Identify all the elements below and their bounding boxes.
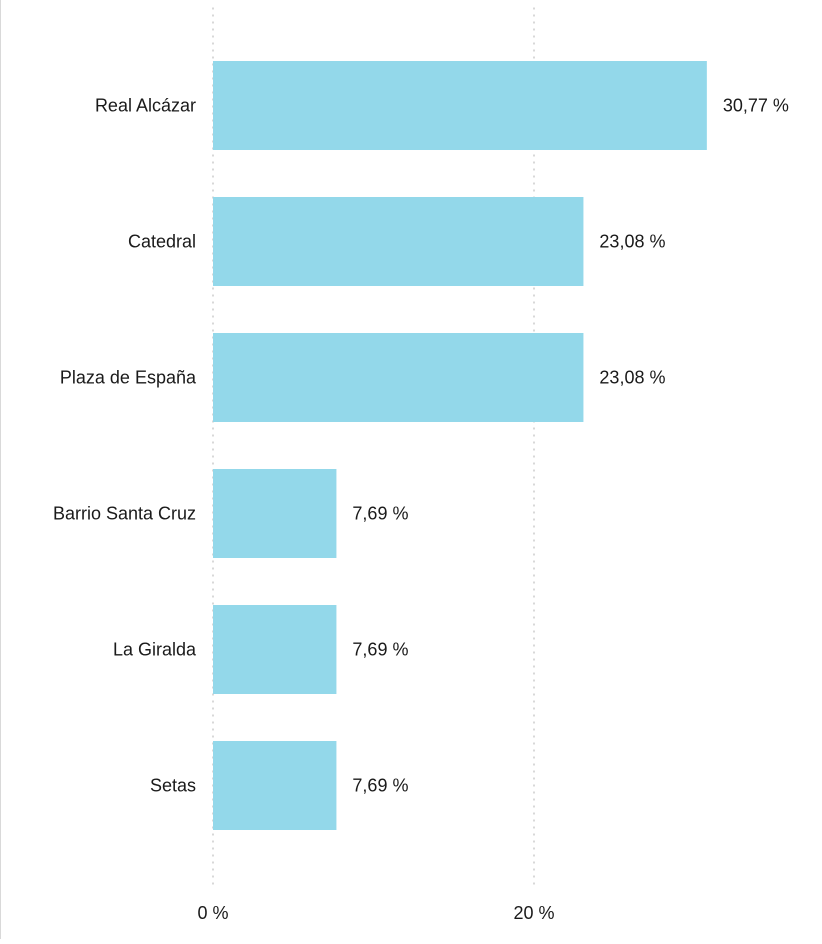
bar xyxy=(213,605,336,694)
bar xyxy=(213,333,583,422)
panel-left-border xyxy=(0,0,1,939)
data-label: 7,69 % xyxy=(352,776,408,796)
category-label: Barrio Santa Cruz xyxy=(53,504,196,524)
data-label: 7,69 % xyxy=(352,504,408,524)
bar xyxy=(213,469,336,558)
category-label: Plaza de España xyxy=(60,368,197,388)
x-tick-label: 0 % xyxy=(197,903,228,923)
data-label: 23,08 % xyxy=(599,232,665,252)
data-label: 30,77 % xyxy=(723,96,789,116)
bar xyxy=(213,61,707,150)
bar xyxy=(213,197,583,286)
category-label: Real Alcázar xyxy=(95,96,196,116)
bar xyxy=(213,741,336,830)
data-label: 23,08 % xyxy=(599,368,665,388)
category-label: Setas xyxy=(150,776,196,796)
x-tick-label: 20 % xyxy=(513,903,554,923)
category-label: Catedral xyxy=(128,232,196,252)
category-label: La Giralda xyxy=(113,640,197,660)
data-label: 7,69 % xyxy=(352,640,408,660)
